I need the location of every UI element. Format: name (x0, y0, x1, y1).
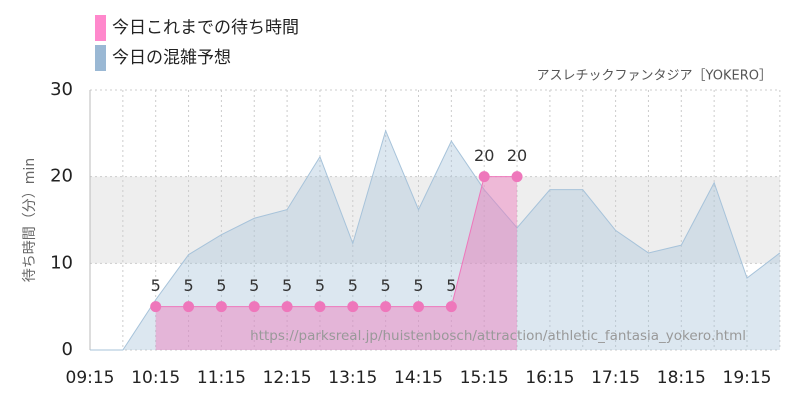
x-tick-label: 10:15 (131, 368, 180, 388)
data-label: 5 (315, 276, 325, 295)
wait-point (314, 301, 326, 313)
y-axis-label: 待ち時間（分）min (22, 158, 38, 282)
legend-label: 今日の混雑予想 (112, 48, 231, 68)
data-label: 5 (183, 276, 193, 295)
data-label: 5 (216, 276, 226, 295)
y-tick-label: 0 (62, 339, 73, 360)
wait-point (445, 301, 457, 313)
x-tick-label: 12:15 (263, 368, 312, 388)
data-label: 5 (249, 276, 259, 295)
x-tick-label: 13:15 (328, 368, 377, 388)
wait-point (281, 301, 293, 313)
wait-point (413, 301, 424, 313)
data-label: 5 (348, 276, 358, 295)
x-tick-label: 16:15 (525, 368, 574, 388)
wait-point (183, 301, 195, 313)
legend-swatch (95, 15, 106, 41)
wait-point (150, 301, 162, 313)
wait-point (380, 301, 392, 313)
wait-point (248, 301, 260, 313)
data-label: 5 (151, 276, 161, 295)
x-tick-label: 19:15 (723, 368, 772, 388)
x-tick-label: 09:15 (66, 368, 115, 388)
forecast-area (90, 130, 780, 350)
legend-label: 今日これまでの待ち時間 (112, 18, 299, 38)
legend-swatch (95, 45, 106, 71)
data-label: 20 (507, 146, 527, 165)
data-label: 5 (381, 276, 391, 295)
watermark: https://parksreal.jp/huistenbosch/attrac… (250, 328, 746, 344)
forecast-line (90, 129, 781, 351)
wait-point (215, 301, 227, 313)
wait-point (478, 171, 490, 183)
x-tick-label: 11:15 (197, 368, 246, 388)
x-tick-label: 17:15 (591, 368, 640, 388)
wait-point (511, 171, 523, 183)
y-tick-label: 20 (50, 166, 73, 187)
chart-subtitle: アスレチックファンタジア［YOKERO］ (537, 69, 772, 84)
x-tick-label: 18:15 (657, 368, 706, 388)
y-tick-label: 10 (50, 252, 73, 273)
x-tick-label: 14:15 (394, 368, 443, 388)
data-label: 5 (446, 276, 456, 295)
y-tick-label: 30 (50, 79, 73, 100)
x-tick-label: 15:15 (460, 368, 509, 388)
wait-point (347, 301, 359, 313)
data-label: 20 (474, 146, 494, 165)
data-label: 5 (282, 276, 292, 295)
data-label: 5 (413, 276, 423, 295)
